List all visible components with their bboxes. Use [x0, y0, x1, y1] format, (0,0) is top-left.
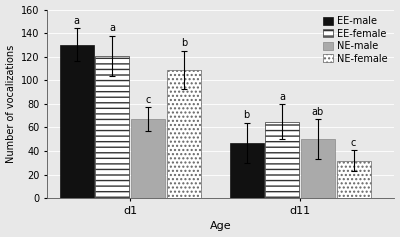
X-axis label: Age: Age — [210, 221, 232, 232]
Text: a: a — [74, 16, 80, 26]
Bar — [131, 119, 165, 198]
Bar — [337, 160, 370, 198]
Y-axis label: Number of vocalizations: Number of vocalizations — [6, 45, 16, 163]
Legend: EE-male, EE-female, NE-male, NE-female: EE-male, EE-female, NE-male, NE-female — [322, 14, 390, 66]
Text: c: c — [146, 95, 151, 105]
Bar — [265, 122, 299, 198]
Text: ab: ab — [312, 107, 324, 117]
Bar — [301, 139, 335, 198]
Bar — [96, 55, 130, 198]
Bar — [167, 70, 201, 198]
Text: a: a — [110, 23, 116, 33]
Text: b: b — [181, 38, 187, 49]
Bar — [230, 143, 264, 198]
Text: c: c — [351, 137, 356, 148]
Text: b: b — [244, 110, 250, 120]
Bar — [60, 45, 94, 198]
Text: a: a — [279, 91, 285, 101]
